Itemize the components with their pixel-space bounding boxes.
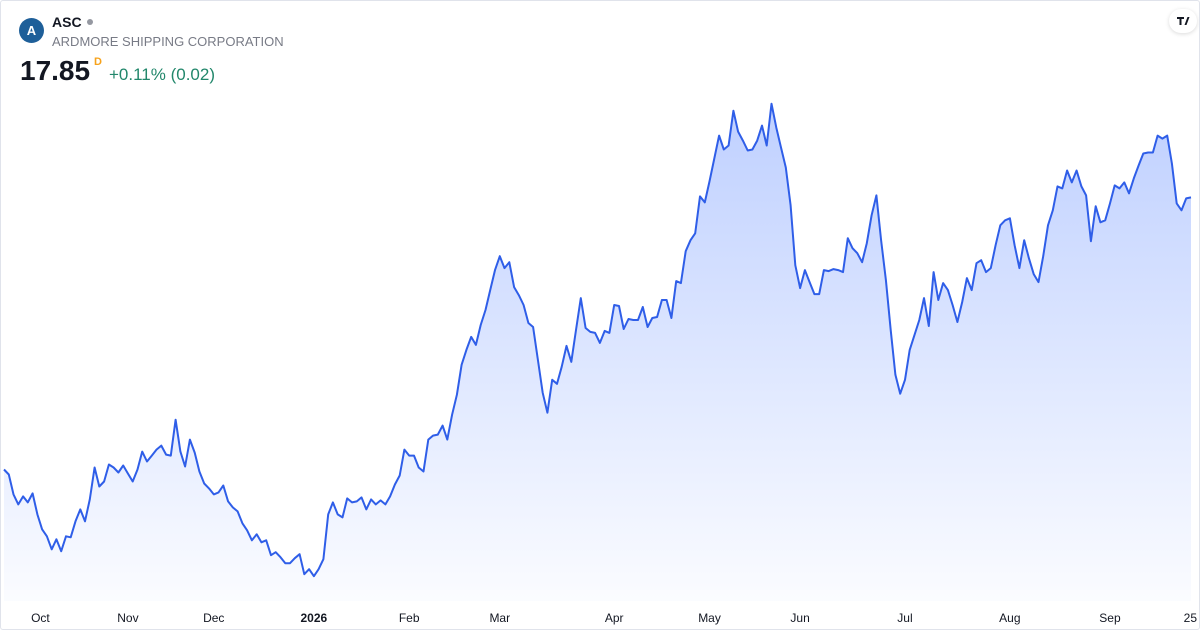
symbol[interactable]: ASC — [52, 14, 93, 30]
x-tick-label: Aug — [999, 611, 1020, 625]
x-tick-label: May — [698, 611, 721, 625]
logo: A — [19, 18, 44, 43]
price: 17.85 — [20, 55, 91, 86]
x-tick-label: Oct — [31, 611, 50, 625]
x-tick-label: 2026 — [301, 611, 328, 625]
area-fill — [4, 103, 1191, 601]
x-tick-label: Dec — [203, 611, 224, 625]
x-tick-label: Sep — [1099, 611, 1121, 625]
tradingview-logo[interactable] — [1169, 9, 1197, 33]
price-line — [3, 102, 1192, 578]
x-tick-label: Mar — [489, 611, 510, 625]
company-name: ARDMORE SHIPPING CORPORATION — [52, 34, 284, 49]
x-tick-label: 25 — [1184, 611, 1198, 625]
x-tick-label: Jul — [897, 611, 912, 625]
x-tick-label: Nov — [117, 611, 138, 625]
x-tick-label: Feb — [399, 611, 420, 625]
x-tick-label: Apr — [605, 611, 624, 625]
status-dot — [86, 19, 93, 25]
tv-icon — [1177, 17, 1190, 25]
interval: D — [94, 56, 102, 68]
change: +0.11% (0.02) — [109, 65, 216, 84]
x-tick-label: Jun — [790, 611, 809, 625]
symbol-text[interactable]: ASC — [52, 14, 82, 30]
